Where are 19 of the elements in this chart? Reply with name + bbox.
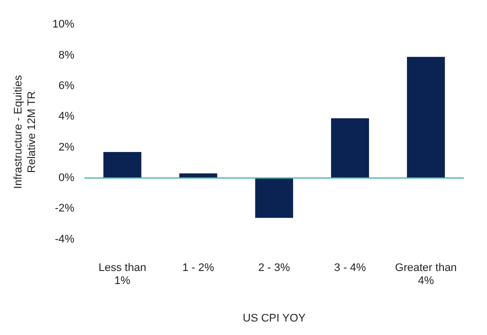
bar [103, 152, 142, 178]
y-tick-label: 0% [58, 172, 75, 184]
y-tick-label: 6% [58, 80, 75, 92]
y-tick-label: 2% [58, 141, 75, 154]
bar [331, 118, 370, 178]
y-axis-title: Infrastructure - Equities Relative 12M TR [12, 74, 38, 189]
x-tick-label: Less than 1% [98, 262, 146, 288]
y-tick-label: 4% [58, 110, 75, 123]
y-tick-label: 8% [58, 49, 75, 62]
x-tick-label: 3 - 4% [334, 262, 366, 274]
y-tick-label: 10% [52, 18, 75, 31]
x-axis-title: US CPI YOY [242, 312, 306, 324]
x-tick-label: 2 - 3% [258, 262, 290, 274]
y-tick-label: -2% [54, 202, 75, 215]
x-tick-label: 1 - 2% [182, 262, 214, 274]
x-tick-label: Greater than 4% [395, 262, 457, 288]
bar [255, 178, 294, 218]
y-tick-label: -4% [54, 233, 75, 246]
bar [406, 56, 445, 178]
